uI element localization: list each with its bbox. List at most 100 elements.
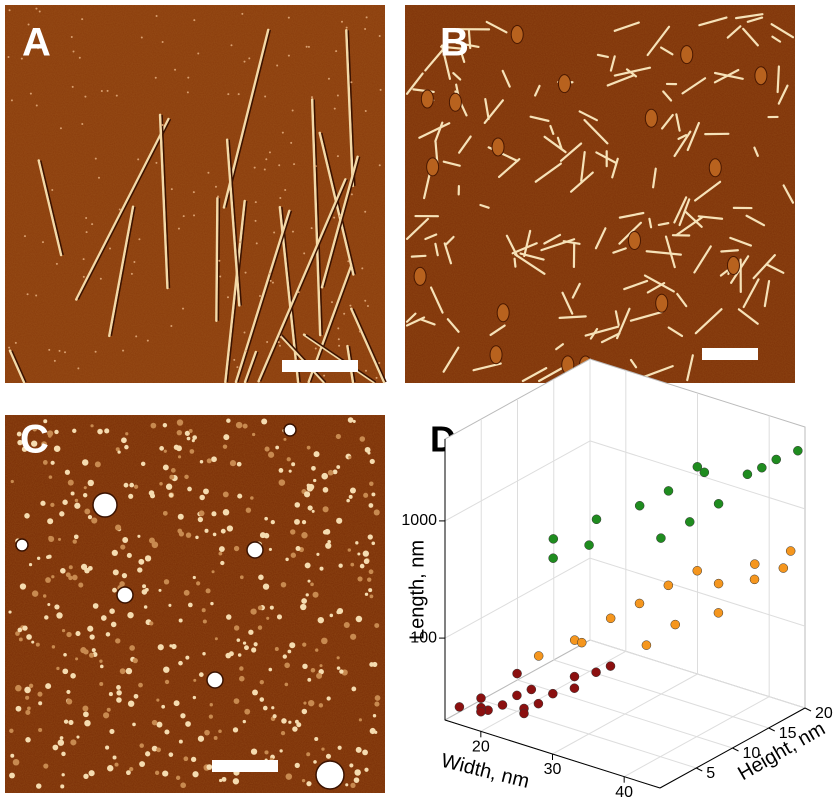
point — [750, 560, 759, 569]
particle — [84, 720, 90, 726]
dot — [141, 36, 143, 38]
particle — [178, 514, 184, 520]
dot — [7, 56, 9, 58]
particle — [260, 532, 266, 538]
particle — [109, 692, 113, 696]
dot — [350, 81, 352, 83]
point — [585, 541, 594, 550]
scale-bar — [702, 348, 758, 360]
dot — [264, 96, 266, 98]
particle — [128, 700, 134, 706]
particle — [307, 678, 311, 682]
particle — [234, 625, 239, 630]
dot — [255, 201, 257, 203]
particle — [60, 784, 64, 788]
particle — [345, 783, 348, 786]
particle — [104, 428, 109, 433]
point — [757, 463, 766, 472]
point — [779, 564, 788, 573]
particle — [349, 763, 353, 767]
particle — [103, 712, 109, 718]
particle — [169, 493, 173, 497]
particle — [134, 694, 139, 699]
particle — [318, 617, 324, 623]
particle — [238, 653, 242, 657]
dot — [339, 215, 341, 217]
particle — [356, 616, 363, 623]
particle — [115, 763, 119, 767]
aggregate — [247, 542, 263, 558]
particle — [141, 462, 145, 466]
particle — [31, 641, 34, 644]
particle — [176, 445, 182, 451]
particle — [300, 604, 306, 610]
dot — [323, 375, 325, 377]
particle — [75, 657, 78, 660]
dot — [335, 50, 337, 52]
particle — [266, 617, 269, 620]
dot — [83, 258, 85, 260]
particle — [350, 487, 356, 493]
blob — [511, 26, 523, 44]
dot — [162, 124, 164, 126]
y-tick-label: 5 — [706, 765, 715, 782]
particle — [62, 629, 65, 632]
particle — [29, 563, 32, 566]
particle — [237, 462, 242, 467]
particle — [210, 703, 213, 706]
dot — [27, 293, 29, 295]
particle — [81, 564, 87, 570]
point — [477, 694, 486, 703]
panel-label: A — [22, 21, 51, 65]
point — [606, 662, 615, 671]
dot — [238, 93, 240, 95]
dot — [227, 93, 229, 95]
dot — [24, 235, 26, 237]
particle — [26, 634, 32, 640]
particle — [83, 493, 87, 497]
particle — [211, 511, 216, 516]
dot — [270, 280, 272, 282]
particle — [152, 720, 157, 725]
particle — [71, 492, 75, 496]
particle — [350, 783, 355, 788]
point — [693, 566, 702, 575]
particle — [369, 569, 374, 574]
dot — [337, 94, 339, 96]
particle — [145, 751, 150, 756]
dot — [328, 78, 330, 80]
particle — [186, 532, 191, 537]
dot — [331, 301, 333, 303]
particle — [214, 736, 218, 740]
particle — [177, 419, 183, 425]
particle — [275, 647, 279, 651]
particle — [357, 576, 362, 581]
z-tick-label: 1000 — [401, 512, 437, 529]
dot — [365, 370, 367, 372]
particle — [29, 684, 33, 688]
x-axis-label: Width, nm — [439, 750, 532, 793]
particle — [189, 429, 193, 433]
particle — [239, 666, 243, 670]
particle — [265, 447, 270, 452]
dot — [133, 261, 135, 263]
dot — [15, 342, 17, 344]
dot — [171, 188, 173, 190]
particle — [138, 559, 144, 565]
particle — [19, 638, 23, 642]
point — [498, 700, 507, 709]
particle — [252, 433, 255, 436]
particle — [283, 438, 286, 441]
particle — [202, 652, 205, 655]
particle — [370, 595, 374, 599]
particle — [44, 615, 48, 619]
particle — [289, 470, 292, 473]
particle — [70, 673, 76, 679]
particle — [283, 654, 287, 658]
dot — [245, 272, 247, 274]
dot — [178, 228, 180, 230]
particle — [24, 513, 30, 519]
blob — [449, 93, 461, 111]
particle — [198, 517, 203, 522]
